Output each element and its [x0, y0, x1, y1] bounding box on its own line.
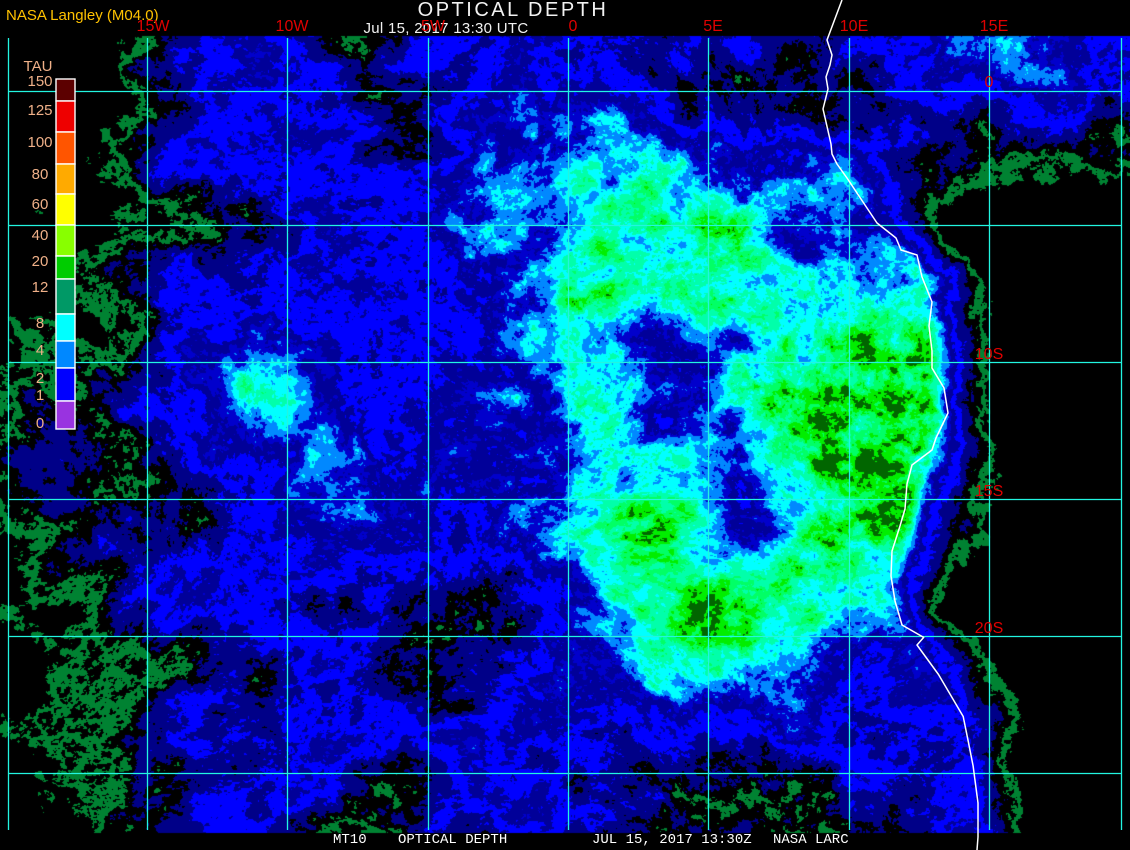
svg-text:8: 8 [36, 315, 44, 332]
svg-text:10W: 10W [276, 18, 310, 35]
svg-text:125: 125 [27, 102, 52, 119]
svg-text:20: 20 [32, 253, 49, 270]
svg-text:Jul 15, 2017 13:30 UTC: Jul 15, 2017 13:30 UTC [363, 20, 528, 37]
svg-text:15S: 15S [975, 483, 1003, 500]
svg-text:MT10: MT10 [333, 832, 367, 848]
svg-text:5E: 5E [703, 18, 723, 35]
svg-text:150: 150 [27, 73, 52, 90]
svg-text:0: 0 [569, 18, 578, 35]
svg-text:40: 40 [32, 227, 49, 244]
svg-text:15W: 15W [137, 18, 171, 35]
svg-text:100: 100 [27, 134, 52, 151]
svg-text:0: 0 [985, 74, 994, 91]
svg-text:60: 60 [32, 196, 49, 213]
svg-text:1: 1 [36, 387, 44, 404]
svg-text:12: 12 [32, 279, 49, 296]
svg-text:NASA LARC: NASA LARC [773, 832, 849, 848]
svg-text:0: 0 [36, 415, 44, 432]
svg-text:5W: 5W [421, 18, 446, 35]
svg-text:2: 2 [36, 370, 44, 387]
svg-text:10S: 10S [975, 346, 1003, 363]
svg-text:JUL 15, 2017 13:30Z: JUL 15, 2017 13:30Z [592, 832, 752, 848]
svg-text:10E: 10E [840, 18, 868, 35]
svg-text:OPTICAL DEPTH: OPTICAL DEPTH [418, 0, 609, 21]
svg-text:80: 80 [32, 166, 49, 183]
svg-text:15E: 15E [980, 18, 1008, 35]
svg-text:20S: 20S [975, 620, 1003, 637]
svg-text:OPTICAL DEPTH: OPTICAL DEPTH [398, 832, 507, 848]
svg-text:4: 4 [36, 342, 44, 359]
